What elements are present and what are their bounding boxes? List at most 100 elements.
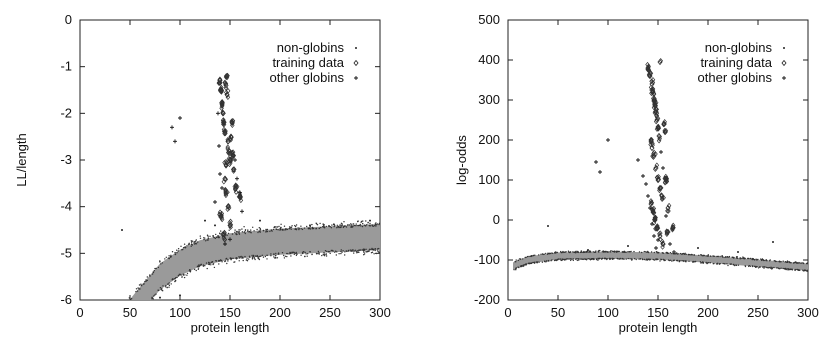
non-globin-point — [128, 297, 130, 299]
non-globin-point — [579, 258, 581, 260]
non-globin-point — [671, 252, 673, 255]
non-globin-point — [311, 227, 313, 229]
non-globin-point — [540, 253, 542, 255]
non-globin-point — [233, 261, 235, 263]
non-globin-point — [613, 250, 616, 252]
training-data-point — [664, 231, 670, 238]
non-globin-point — [638, 258, 640, 260]
non-globin-point — [286, 255, 288, 258]
non-globin-point — [140, 283, 142, 285]
training-data-point — [658, 185, 664, 191]
non-globin-point — [288, 228, 290, 230]
x-tick-label: 100 — [597, 305, 619, 320]
non-globin-point — [230, 259, 232, 261]
non-globin-point — [776, 267, 778, 269]
training-data-point — [217, 212, 222, 218]
non-globin-point — [332, 250, 334, 252]
non-globin-point — [554, 252, 556, 254]
chart-ll-per-length: 0 50 100 150 200 250 300 0 -1 -2 -3 -4 -5 -6 protein l… — [14, 12, 391, 335]
non-globin-point — [627, 251, 629, 253]
non-globin-point — [167, 257, 170, 259]
non-globin-point — [321, 254, 323, 257]
non-globin-point — [159, 296, 161, 299]
non-globin-point — [551, 259, 553, 261]
non-globin-point — [767, 267, 769, 269]
non-globin-point — [613, 258, 615, 260]
non-globin-point — [369, 222, 371, 225]
non-globin-point — [231, 233, 234, 235]
x-tick-label: 0 — [504, 305, 511, 320]
non-globin-point — [168, 286, 170, 288]
non-globin-point — [561, 259, 563, 262]
non-globin-point — [244, 255, 246, 258]
non-globin-point — [191, 240, 194, 242]
non-globin-point — [630, 258, 633, 260]
non-globin-point — [226, 257, 228, 260]
non-globin-point — [304, 251, 306, 254]
non-globin-point — [129, 298, 132, 300]
non-globin-point — [334, 224, 336, 227]
non-globin-point — [369, 219, 371, 222]
non-globin-point — [234, 231, 236, 233]
non-globin-point — [226, 262, 228, 265]
non-globin-point — [763, 266, 765, 268]
non-globin-point — [591, 258, 593, 260]
non-globin-point — [629, 258, 631, 260]
non-globin-point — [365, 248, 367, 250]
non-globin-point — [195, 239, 197, 241]
non-globin-point — [144, 308, 145, 309]
non-globin-point — [159, 261, 161, 263]
non-globin-point — [294, 224, 296, 227]
non-globin-point — [365, 220, 367, 222]
y-tick-label: -5 — [60, 245, 72, 260]
non-globin-point — [235, 233, 238, 235]
non-globin-point — [587, 249, 589, 251]
non-globin-point — [179, 273, 181, 275]
training-data-point — [660, 238, 665, 245]
training-data-point — [222, 236, 228, 243]
non-globin-point — [312, 227, 315, 230]
other-globin-point — [213, 200, 217, 204]
training-data-point — [656, 124, 661, 131]
non-globin-point — [374, 248, 376, 250]
non-globin-point — [136, 290, 139, 292]
non-globin-point — [679, 252, 682, 255]
non-globin-point — [323, 252, 325, 254]
non-globin-point — [281, 252, 284, 254]
non-globin-point — [328, 225, 330, 228]
non-globin-point — [570, 258, 572, 260]
non-globin-point — [290, 255, 292, 257]
non-globin-point — [296, 253, 298, 255]
non-globin-point — [367, 221, 369, 224]
non-globin-point — [705, 261, 707, 264]
non-globin-point — [142, 311, 143, 312]
non-globin-point — [350, 250, 352, 252]
non-globin-point — [129, 324, 130, 325]
non-globin-point — [789, 268, 792, 270]
non-globin-point — [232, 257, 234, 259]
other-globin-point — [636, 158, 640, 162]
training-data-point — [649, 78, 654, 84]
non-globin-point — [199, 235, 201, 237]
non-globin-point — [593, 257, 595, 260]
non-globin-point — [335, 254, 337, 256]
training-data-point — [653, 99, 659, 106]
non-globin-point — [291, 225, 293, 227]
chart-log-odds: 0 50 100 150 200 250 300 500 400 300 200 100 0 -100 -2… — [454, 12, 819, 335]
non-globin-point — [202, 264, 205, 266]
training-data-point — [655, 223, 660, 229]
non-globin-point — [147, 303, 148, 304]
non-globin-point — [360, 249, 362, 251]
training-data-point — [663, 179, 668, 185]
other-globin-point — [173, 139, 177, 144]
non-globin-point — [752, 258, 755, 260]
training-data-point — [228, 223, 233, 229]
non-globin-point — [283, 254, 285, 257]
non-globin-point — [350, 223, 352, 225]
non-globin-point — [239, 229, 241, 231]
non-globin-point — [652, 259, 655, 261]
non-globin-point — [318, 252, 320, 254]
non-globin-point — [737, 264, 740, 266]
non-globin-point — [773, 260, 775, 262]
